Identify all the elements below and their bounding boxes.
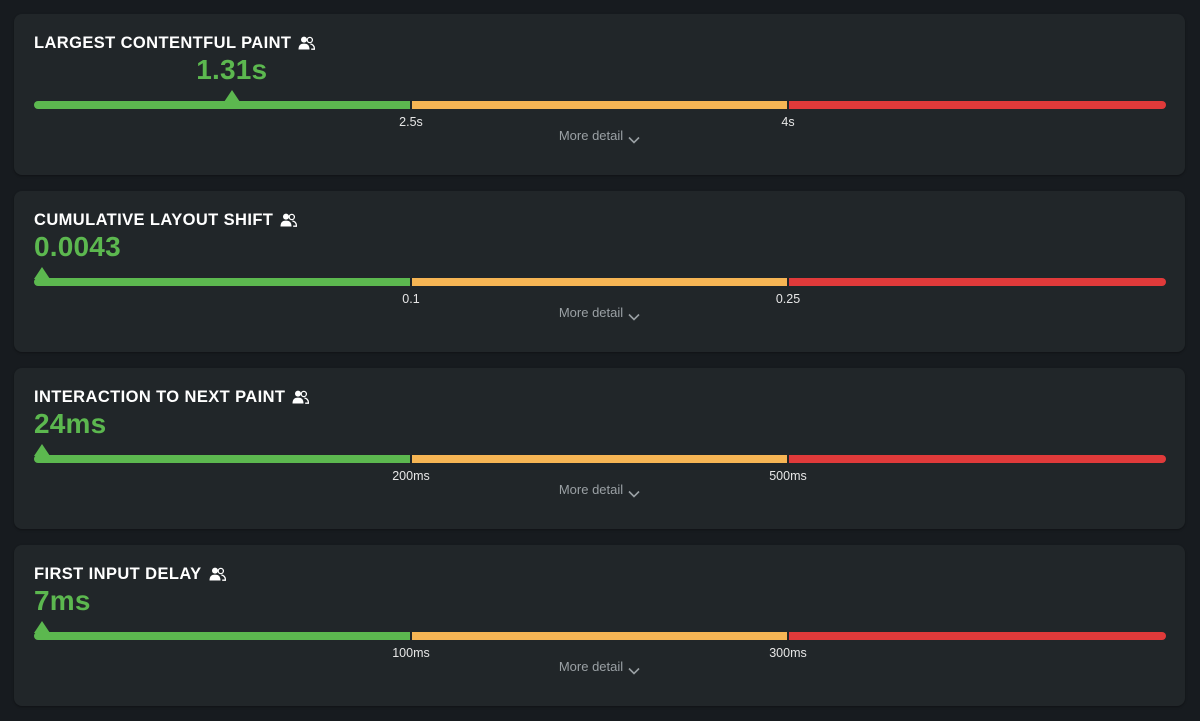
threshold-bar	[34, 632, 1166, 640]
threshold-bar	[34, 455, 1166, 463]
metric-title: FIRST INPUT DELAY	[34, 565, 202, 583]
threshold-label-poor: 4s	[781, 115, 795, 129]
value-marker	[34, 621, 50, 633]
bar-segment-poor	[789, 455, 1166, 463]
chevron-down-icon	[628, 309, 640, 321]
threshold-label-good: 100ms	[392, 646, 430, 660]
value-marker	[34, 444, 50, 456]
threshold-bar	[34, 101, 1166, 109]
bar-segment-good	[34, 278, 410, 286]
bar-segment-poor	[789, 632, 1166, 640]
threshold-label-good: 200ms	[392, 469, 430, 483]
metric-title-row: FIRST INPUT DELAY	[34, 564, 226, 584]
threshold-label-poor: 500ms	[769, 469, 807, 483]
threshold-bar	[34, 278, 1166, 286]
more-detail-label: More detail	[558, 305, 624, 320]
metric-title-row: CUMULATIVE LAYOUT SHIFT	[34, 210, 298, 230]
more-detail-label: More detail	[558, 482, 624, 497]
bar-segment-needs-improvement	[412, 455, 787, 463]
threshold-label-good: 0.1	[402, 292, 420, 306]
metric-card-cls: CUMULATIVE LAYOUT SHIFT 0.0043 0.1 0.25 …	[14, 191, 1185, 352]
metric-value: 7ms	[34, 585, 91, 616]
more-detail-button[interactable]: More detail	[14, 482, 1185, 498]
users-icon[interactable]	[298, 36, 316, 50]
more-detail-button[interactable]: More detail	[14, 305, 1185, 321]
bar-segment-good	[34, 455, 410, 463]
metric-title: LARGEST CONTENTFUL PAINT	[34, 34, 292, 52]
bar-segment-needs-improvement	[412, 632, 787, 640]
more-detail-label: More detail	[558, 659, 624, 674]
more-detail-label: More detail	[558, 128, 624, 143]
threshold-label-poor: 300ms	[769, 646, 807, 660]
metric-value: 0.0043	[34, 231, 121, 262]
bar-segment-good	[34, 632, 410, 640]
users-icon[interactable]	[292, 390, 310, 404]
metric-value: 1.31s	[196, 54, 268, 85]
metric-value: 24ms	[34, 408, 107, 439]
bar-segment-poor	[789, 278, 1166, 286]
bar-segment-needs-improvement	[412, 278, 787, 286]
metric-title: INTERACTION TO NEXT PAINT	[34, 388, 286, 406]
threshold-label-good: 2.5s	[399, 115, 423, 129]
metric-card-lcp: LARGEST CONTENTFUL PAINT 1.31s 2.5s 4s M…	[14, 14, 1185, 175]
users-icon[interactable]	[209, 567, 226, 581]
threshold-label-poor: 0.25	[775, 292, 801, 306]
more-detail-button[interactable]: More detail	[14, 659, 1185, 675]
bar-segment-poor	[789, 101, 1166, 109]
metric-title: CUMULATIVE LAYOUT SHIFT	[34, 211, 274, 229]
chevron-down-icon	[628, 486, 640, 498]
value-marker	[34, 267, 50, 279]
more-detail-button[interactable]: More detail	[14, 128, 1185, 144]
bar-segment-good	[34, 101, 410, 109]
metric-title-row: LARGEST CONTENTFUL PAINT	[34, 33, 316, 53]
users-icon[interactable]	[280, 213, 298, 227]
value-marker	[223, 90, 240, 102]
bar-segment-needs-improvement	[412, 101, 787, 109]
metric-title-row: INTERACTION TO NEXT PAINT	[34, 387, 310, 407]
metric-card-fid: FIRST INPUT DELAY 7ms 100ms 300ms More d…	[14, 545, 1185, 706]
chevron-down-icon	[628, 132, 640, 144]
metric-card-inp: INTERACTION TO NEXT PAINT 24ms 200ms 500…	[14, 368, 1185, 529]
chevron-down-icon	[628, 663, 640, 675]
